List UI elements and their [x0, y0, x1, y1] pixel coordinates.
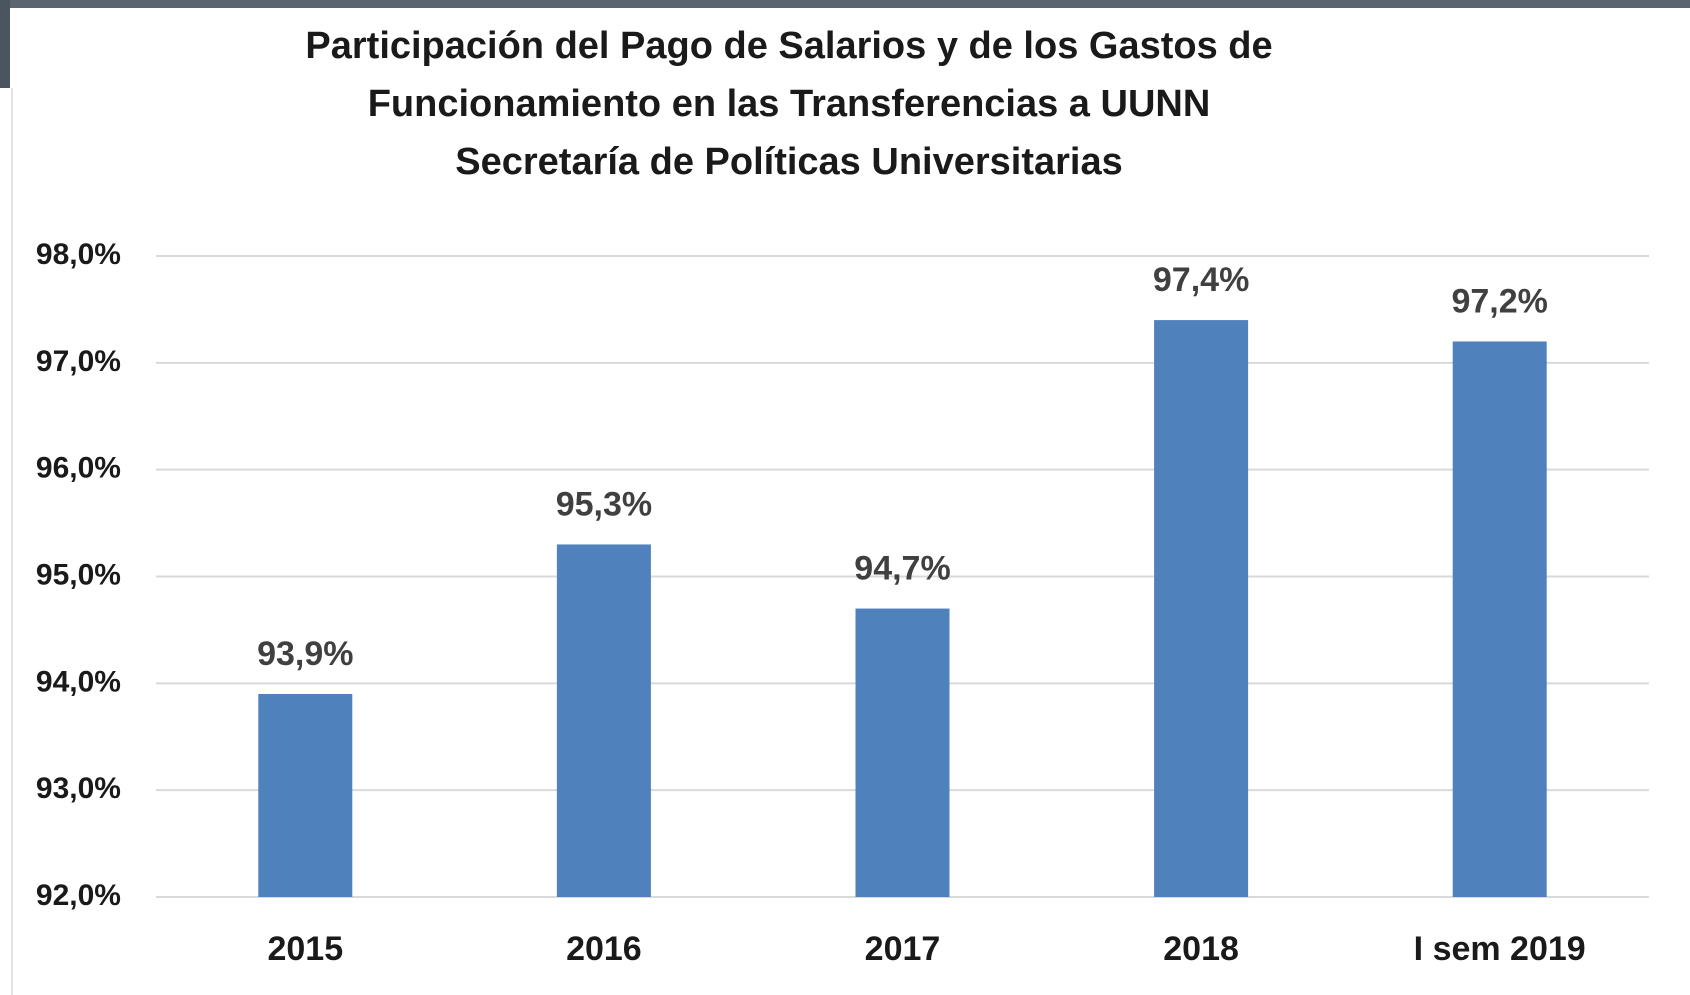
data-label: 97,2%	[1451, 282, 1547, 320]
y-tick-label: 98,0%	[36, 238, 121, 271]
data-label: 93,9%	[257, 635, 353, 673]
x-tick-label: I sem 2019	[1414, 930, 1586, 968]
frame-left	[0, 0, 10, 88]
y-tick-label: 92,0%	[36, 879, 121, 912]
chart-title: Participación del Pago de Salarios y de …	[305, 25, 1272, 67]
data-label: 97,4%	[1153, 261, 1249, 299]
frame-top	[0, 0, 1690, 8]
x-tick-label: 2017	[865, 930, 941, 968]
x-tick-label: 2015	[267, 930, 343, 968]
x-tick-label: 2018	[1163, 930, 1239, 968]
bar	[1452, 341, 1547, 897]
y-tick-label: 96,0%	[36, 452, 121, 485]
y-tick-label: 93,0%	[36, 772, 121, 805]
bar	[1154, 320, 1249, 898]
chart-title: Funcionamiento en las Transferencias a U…	[368, 83, 1211, 125]
bar	[556, 544, 651, 897]
data-label: 95,3%	[556, 485, 652, 523]
data-label: 94,7%	[854, 550, 950, 588]
y-tick-label: 95,0%	[36, 558, 121, 591]
chart-title: Secretaría de Políticas Universitarias	[455, 141, 1122, 183]
bar	[855, 608, 950, 897]
bar	[258, 694, 353, 897]
y-tick-label: 97,0%	[36, 345, 121, 378]
y-tick-label: 94,0%	[36, 665, 121, 698]
x-tick-label: 2016	[566, 930, 642, 968]
